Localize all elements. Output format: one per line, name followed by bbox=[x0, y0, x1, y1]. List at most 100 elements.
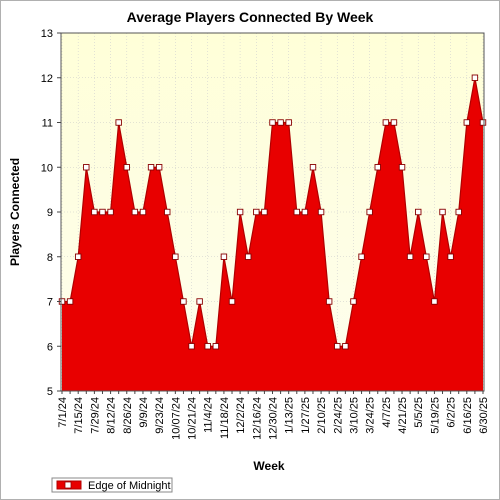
y-axis-label: Players Connected bbox=[8, 158, 22, 266]
data-point bbox=[220, 253, 228, 260]
data-point bbox=[123, 164, 130, 171]
legend-box bbox=[51, 477, 173, 493]
x-tick-label: 4/7/25 bbox=[381, 397, 393, 428]
x-tick-label: 12/2/24 bbox=[235, 397, 247, 434]
y-tick-label: 10 bbox=[41, 162, 53, 174]
x-tick-label: 1/27/25 bbox=[300, 397, 312, 434]
series-area-fill bbox=[62, 77, 483, 391]
y-axis: 5 6 7 8 9 10 11 12 13 bbox=[41, 28, 61, 398]
data-point bbox=[196, 298, 203, 305]
y-tick-label: 5 bbox=[47, 386, 53, 398]
data-point bbox=[172, 253, 179, 260]
data-point bbox=[107, 208, 114, 216]
x-tick-label: 5/19/25 bbox=[429, 397, 441, 434]
data-point bbox=[261, 208, 268, 216]
y-tick-label: 9 bbox=[47, 207, 53, 219]
x-tick-label: 8/26/24 bbox=[122, 397, 134, 434]
data-point bbox=[309, 164, 317, 171]
legend-marker-icon bbox=[64, 481, 72, 489]
data-point bbox=[212, 343, 220, 350]
data-point bbox=[293, 208, 300, 216]
data-point bbox=[188, 343, 195, 350]
legend: Edge of Midnight bbox=[51, 477, 173, 493]
data-point bbox=[91, 208, 98, 216]
data-point bbox=[115, 119, 122, 126]
data-point bbox=[358, 253, 365, 260]
data-point bbox=[228, 298, 236, 305]
y-tick-label: 6 bbox=[47, 341, 53, 353]
data-point bbox=[180, 298, 187, 305]
data-point bbox=[253, 208, 260, 216]
x-tick-label: 9/23/24 bbox=[154, 397, 166, 434]
data-point bbox=[334, 343, 341, 350]
x-tick-label: 6/30/25 bbox=[478, 397, 490, 434]
x-tick-label: 8/12/24 bbox=[106, 397, 118, 434]
series-markers bbox=[58, 74, 487, 350]
data-point bbox=[204, 343, 211, 350]
x-tick-label: 7/15/24 bbox=[73, 397, 85, 434]
legend-entry-label: Edge of Midnight bbox=[88, 480, 171, 492]
data-point bbox=[139, 208, 147, 216]
data-point bbox=[99, 208, 106, 216]
x-tick-label: 11/18/24 bbox=[219, 397, 231, 439]
data-point bbox=[155, 164, 163, 171]
data-point bbox=[447, 253, 454, 260]
x-tick-label: 10/07/24 bbox=[170, 397, 182, 440]
data-point bbox=[431, 298, 438, 305]
x-tick-label: 2/24/25 bbox=[332, 397, 344, 434]
x-tick-label: 6/2/25 bbox=[446, 397, 458, 428]
chart-title: Average Players Connected By Week bbox=[127, 9, 374, 25]
x-tick-label: 1/13/25 bbox=[284, 397, 296, 434]
data-point bbox=[301, 208, 309, 216]
x-tick-label: 4/21/25 bbox=[397, 397, 409, 434]
x-tick-label: 7/29/24 bbox=[89, 397, 101, 434]
data-point bbox=[423, 253, 430, 260]
data-point bbox=[325, 298, 333, 305]
data-point bbox=[366, 208, 373, 216]
x-tick-label: 7/1/24 bbox=[57, 397, 69, 428]
x-axis-label: Week bbox=[253, 459, 284, 473]
data-point bbox=[471, 74, 479, 81]
data-point bbox=[350, 298, 357, 305]
x-tick-label: 10/21/24 bbox=[187, 397, 199, 440]
x-tick-label: 12/16/24 bbox=[251, 397, 263, 440]
x-tick-label: 11/4/24 bbox=[203, 397, 215, 433]
data-point bbox=[463, 119, 471, 126]
data-point bbox=[74, 253, 82, 260]
data-point bbox=[317, 208, 325, 216]
x-tick-label: 6/16/25 bbox=[462, 397, 474, 434]
data-point bbox=[390, 119, 398, 126]
data-point bbox=[455, 208, 462, 216]
x-axis: 7/1/24 7/15/24 7/29/24 8/12/24 8/26/24 9/9/24… bbox=[57, 391, 490, 440]
data-point bbox=[245, 253, 252, 260]
y-tick-label: 12 bbox=[41, 73, 53, 85]
y-tick-label: 8 bbox=[47, 252, 53, 264]
data-point bbox=[439, 208, 446, 216]
data-point bbox=[131, 208, 139, 216]
data-point bbox=[164, 208, 171, 216]
y-tick-label: 7 bbox=[47, 297, 53, 309]
data-point bbox=[285, 119, 292, 126]
data-point bbox=[398, 164, 406, 171]
x-tick-label: 9/9/24 bbox=[138, 397, 150, 428]
data-point bbox=[269, 119, 276, 126]
data-point bbox=[406, 253, 414, 260]
x-tick-label: 3/10/25 bbox=[348, 397, 360, 434]
data-point bbox=[147, 164, 155, 171]
data-point bbox=[374, 164, 381, 171]
y-tick-label: 13 bbox=[41, 28, 53, 40]
data-point bbox=[277, 119, 284, 126]
x-tick-label: 3/24/25 bbox=[365, 397, 377, 434]
data-point bbox=[83, 164, 90, 171]
data-point bbox=[479, 119, 487, 126]
x-tick-label: 2/10/25 bbox=[316, 397, 328, 434]
data-point bbox=[66, 298, 74, 305]
x-tick-label: 5/5/25 bbox=[413, 397, 425, 428]
data-point bbox=[342, 343, 349, 350]
data-point bbox=[382, 119, 390, 126]
data-point bbox=[236, 208, 244, 216]
data-point bbox=[415, 208, 422, 216]
y-tick-label: 11 bbox=[42, 118, 53, 130]
x-tick-label: 12/30/24 bbox=[268, 397, 280, 440]
